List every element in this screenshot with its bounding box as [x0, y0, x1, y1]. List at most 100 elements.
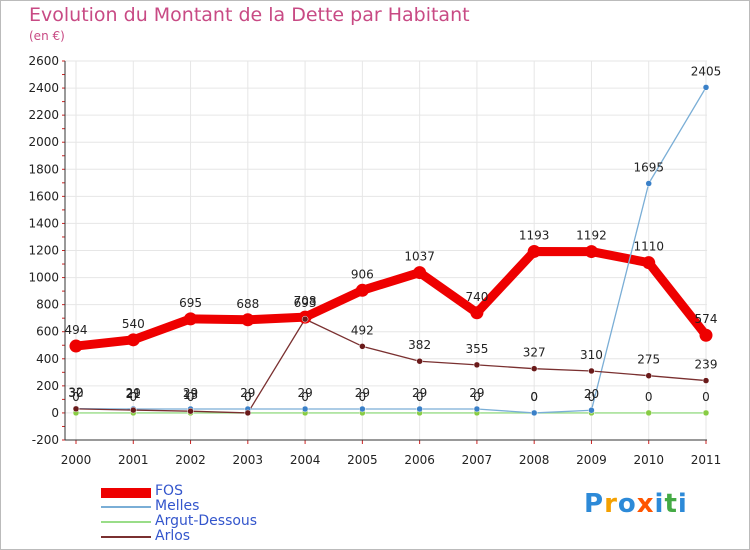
- y-tick-label: 1600: [28, 189, 59, 203]
- legend-swatch-arlos: [101, 536, 151, 538]
- logo-letter: r: [604, 489, 618, 519]
- data-label-fos: 1193: [519, 228, 550, 242]
- data-point-melles: [359, 405, 366, 413]
- data-label-arlos: 0: [244, 390, 252, 404]
- y-tick-label: 1000: [28, 271, 59, 285]
- data-label-melles: 29: [240, 386, 255, 400]
- data-label-melles: 29: [355, 386, 370, 400]
- data-label-melles: 20: [584, 387, 599, 401]
- data-label-fos: 1192: [576, 229, 607, 243]
- legend-swatch-argut-dessous: [101, 521, 151, 523]
- legend-item-fos: FOS: [101, 483, 321, 500]
- data-point-arlos: [645, 372, 652, 379]
- series-line-melles: [75, 86, 707, 414]
- data-point-fos: [699, 328, 713, 342]
- data-label-argut-dessous: 0: [301, 390, 309, 404]
- data-point-arlos: [473, 361, 481, 369]
- logo-letter: o: [617, 489, 637, 519]
- data-point-arlos: [359, 343, 366, 350]
- x-tick-label: 2003: [233, 453, 264, 467]
- data-point-arlos: [702, 377, 710, 384]
- data-label-fos: 740: [465, 290, 488, 304]
- x-tick-label: 2010: [633, 453, 664, 467]
- data-label-argut-dessous: 0: [187, 390, 195, 404]
- legend: FOS Melles Argut-Dessous Arlos: [101, 483, 321, 545]
- data-label-fos: 540: [122, 317, 145, 331]
- data-label-arlos: 30: [68, 386, 83, 400]
- y-tick-label: 1400: [28, 216, 59, 230]
- legend-label-melles: Melles: [155, 498, 200, 514]
- data-label-arlos: 21: [126, 387, 141, 401]
- x-tick-label: 2000: [61, 453, 92, 467]
- logo-letter: i: [654, 489, 665, 519]
- data-label-argut-dessous: 0: [645, 390, 653, 404]
- legend-item-melles: Melles: [101, 498, 321, 515]
- data-label-argut-dessous: 0: [473, 390, 481, 404]
- data-label-fos: 494: [65, 323, 88, 337]
- data-point-melles: [645, 180, 652, 187]
- data-label-arlos: 382: [408, 338, 431, 352]
- data-point-fos: [241, 313, 255, 327]
- data-label-arlos: 693: [294, 296, 317, 310]
- x-tick-label: 2011: [691, 453, 722, 467]
- data-point-fos: [355, 283, 369, 297]
- y-tick-label: 2600: [28, 54, 59, 68]
- chart-title: Evolution du Montant de la Dette par Hab…: [29, 4, 470, 26]
- data-label-melles: 29: [412, 386, 427, 400]
- data-point-arlos: [187, 407, 194, 415]
- data-point-fos: [527, 244, 541, 258]
- x-tick-label: 2008: [519, 453, 550, 467]
- data-label-argut-dessous: 0: [588, 390, 596, 404]
- legend-label-arlos: Arlos: [155, 528, 191, 544]
- y-tick-label: 600: [36, 325, 59, 339]
- data-label-arlos: 327: [523, 346, 546, 360]
- y-tick-label: -200: [32, 433, 59, 447]
- y-tick-label: 0: [51, 406, 59, 420]
- data-point-melles: [530, 409, 538, 417]
- data-label-melles: 29: [183, 386, 198, 400]
- y-tick-label: 1800: [28, 162, 59, 176]
- legend-item-argut-dessous: Argut-Dessous: [101, 513, 321, 530]
- logo-letter: t: [664, 489, 678, 519]
- data-point-fos: [642, 256, 656, 270]
- data-label-fos: 695: [179, 296, 202, 310]
- data-point-fos: [470, 306, 484, 320]
- data-label-arlos: 355: [465, 342, 488, 356]
- legend-swatch-fos: [101, 488, 151, 498]
- data-point-fos: [584, 245, 598, 259]
- data-label-argut-dessous: 0: [530, 390, 538, 404]
- logo-letter: x: [636, 489, 655, 519]
- data-label-argut-dessous: 0: [72, 390, 80, 404]
- series-line-arlos: [75, 318, 707, 414]
- y-tick-label: 400: [36, 352, 59, 366]
- data-label-melles: 29: [469, 386, 484, 400]
- data-point-arlos: [130, 406, 137, 414]
- legend-swatch-melles: [101, 506, 151, 508]
- data-point-arlos: [72, 405, 80, 413]
- data-point-fos: [413, 266, 427, 280]
- data-point-argut-dessous: [645, 409, 652, 417]
- x-tick-label: 2007: [462, 453, 493, 467]
- data-point-arlos: [244, 409, 252, 417]
- data-point-fos: [126, 333, 140, 347]
- data-point-melles: [301, 405, 309, 413]
- y-tick-label: 200: [36, 379, 59, 393]
- x-tick-label: 2005: [347, 453, 378, 467]
- data-point-melles: [416, 405, 423, 413]
- legend-label-argut-dessous: Argut-Dessous: [155, 513, 258, 529]
- legend-item-arlos: Arlos: [101, 528, 321, 545]
- data-point-melles: [702, 84, 710, 91]
- data-label-melles: 29: [297, 386, 312, 400]
- data-label-melles: 32: [68, 386, 83, 400]
- data-label-melles: 2405: [691, 64, 722, 78]
- series-line-fos: [71, 246, 711, 351]
- data-label-fos: 906: [351, 267, 374, 281]
- x-tick-label: 2009: [576, 453, 607, 467]
- data-point-fos: [69, 339, 83, 353]
- data-point-argut-dessous: [702, 409, 710, 417]
- y-tick-label: 1200: [28, 244, 59, 258]
- data-point-arlos: [530, 365, 538, 372]
- logo-letter: P: [584, 489, 605, 519]
- data-point-fos: [184, 312, 198, 326]
